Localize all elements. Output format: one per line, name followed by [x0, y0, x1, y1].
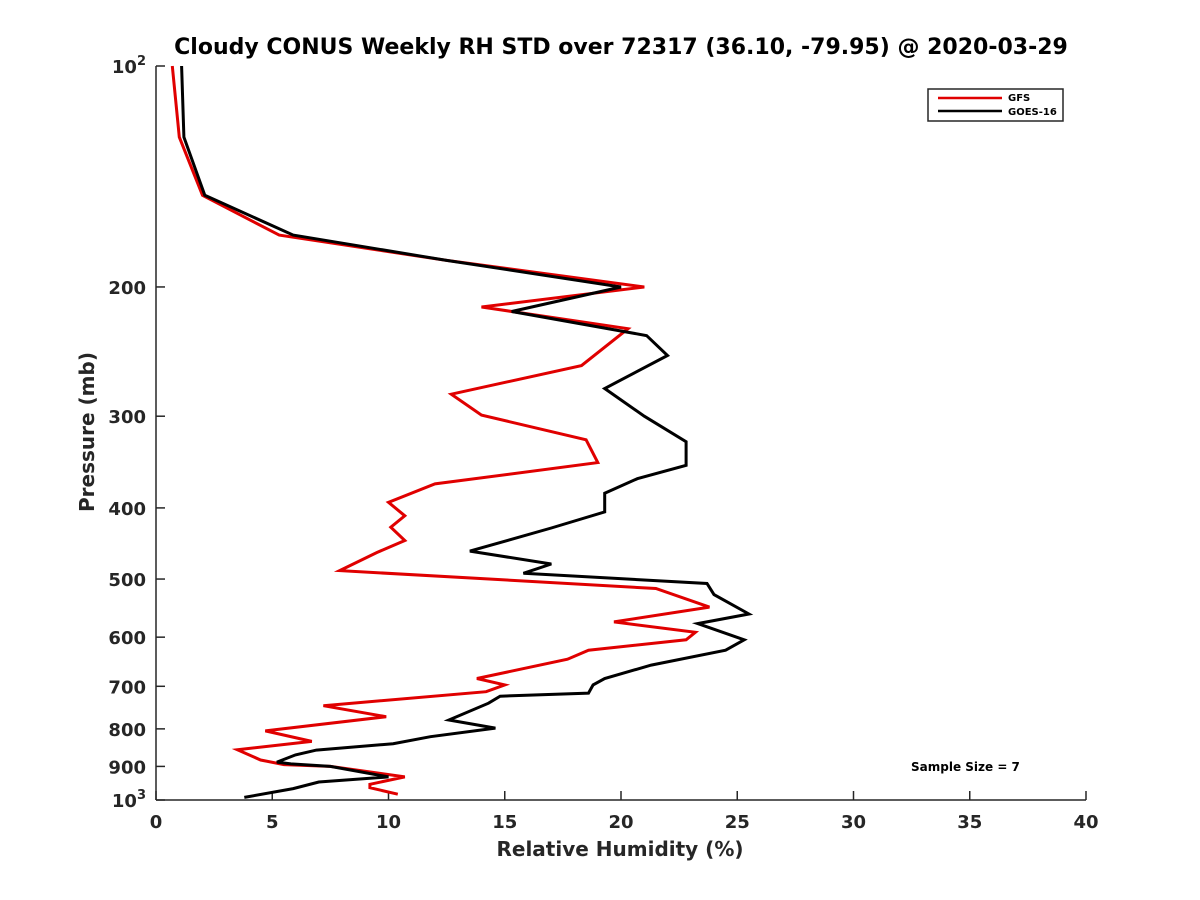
y-tick-label: 700: [108, 677, 146, 698]
x-tick-label: 0: [150, 812, 163, 833]
legend-box: [927, 88, 1064, 122]
legend: GFS GOES-16: [927, 88, 1064, 122]
x-axis-label: Relative Humidity (%): [496, 837, 743, 861]
sample-size-annotation: Sample Size = 7: [911, 760, 1020, 774]
y-tick-label: 600: [108, 628, 146, 649]
legend-label-goes16: GOES-16: [1008, 107, 1057, 118]
y-tick-label: 200: [108, 278, 146, 299]
plot-area: 0 5 10 15 20 25 30 35 40 102 200 300 400 500 600 700 800…: [108, 54, 1098, 833]
y-tick-label: 300: [108, 407, 146, 428]
y-tick-label: 103: [112, 788, 146, 812]
x-tick-label: 25: [725, 812, 750, 833]
y-tick-label: 102: [112, 54, 146, 78]
y-tick-label: 800: [108, 720, 146, 741]
x-tick-label: 20: [608, 812, 633, 833]
x-tick-label: 30: [841, 812, 866, 833]
series-line-gfs: [170, 65, 710, 796]
y-tick-label: 900: [108, 757, 146, 778]
series-line-goes16: [180, 65, 754, 799]
x-tick-label: 10: [376, 812, 401, 833]
x-tick-label: 35: [957, 812, 982, 833]
y-tick-label: 500: [108, 570, 146, 591]
y-axis-label: Pressure (mb): [75, 352, 99, 512]
x-tick-label: 15: [492, 812, 517, 833]
x-tick-label: 40: [1073, 812, 1098, 833]
x-tick-label: 5: [266, 812, 279, 833]
y-tick-label: 400: [108, 499, 146, 520]
chart-title: Cloudy CONUS Weekly RH STD over 72317 (3…: [174, 35, 1068, 60]
legend-label-gfs: GFS: [1008, 93, 1030, 104]
